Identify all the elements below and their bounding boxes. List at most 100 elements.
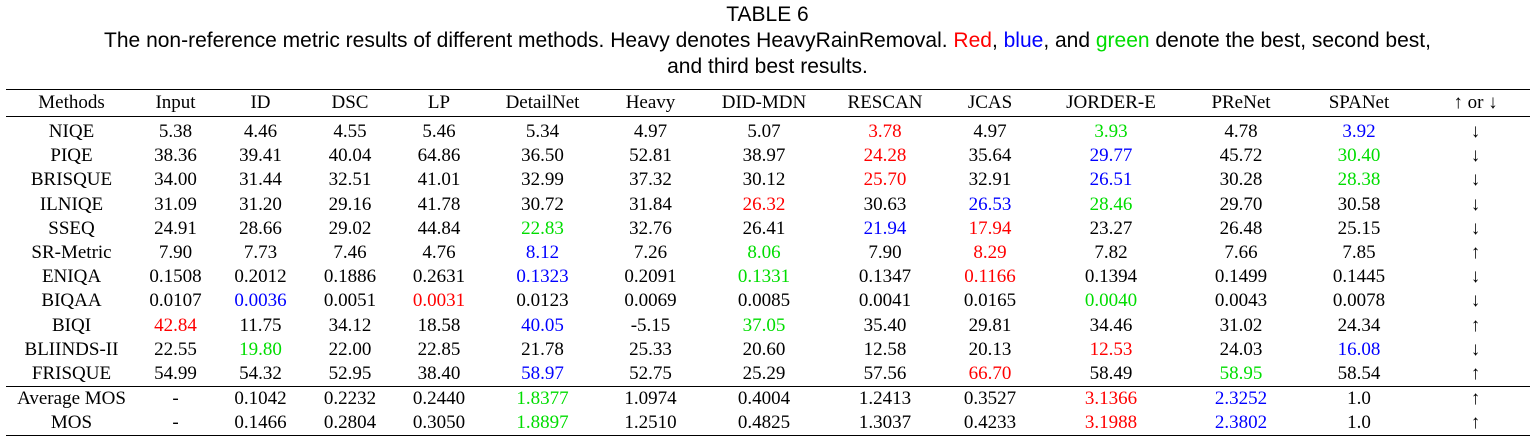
table-cell: 64.86 xyxy=(417,145,461,167)
table-cell: 21.94 xyxy=(863,217,907,239)
table-cell: 1.0974 xyxy=(600,386,701,412)
table-cell: 7.85 xyxy=(1342,242,1376,264)
table-cell: 16.08 xyxy=(1337,338,1381,360)
table-cell: 22.83 xyxy=(521,217,564,239)
table-cell: 52.81 xyxy=(629,145,672,167)
table-cell: 0.2440 xyxy=(393,386,485,412)
table-row: NIQE 5.38 4.46 4.55 5.46 5.34 4.97 5.07 3.78 4.97… xyxy=(6,116,1530,145)
table-cell: 0.4233 xyxy=(943,411,1037,437)
direction-arrow: ↓ xyxy=(1470,145,1481,167)
table-cell: 35.40 xyxy=(863,314,907,336)
table-cell: 3.1366 xyxy=(1037,386,1185,412)
table-cell: 26.48 xyxy=(1219,217,1263,239)
column-header-heavy: Heavy xyxy=(600,89,701,117)
table-cell: 1.8377 xyxy=(485,386,600,412)
table-row: FRISQUE 54.99 54.32 52.95 38.40 58.97 52.75 25.… xyxy=(6,362,1530,387)
table-cell: 3.78 xyxy=(827,116,943,145)
table-cell: 38.97 xyxy=(742,145,786,167)
table-cell: 0.1394 xyxy=(1084,266,1138,288)
table-cell: 0.0041 xyxy=(858,290,912,312)
direction-arrow: ↑ xyxy=(1470,362,1481,384)
table-cell: 1.2413 xyxy=(827,386,943,412)
table-cell: 1.2510 xyxy=(600,411,701,437)
caption-line-2: and third best results. xyxy=(667,55,868,78)
caption-text: The non-reference metric results of diff… xyxy=(104,29,954,52)
direction-arrow: ↓ xyxy=(1470,338,1481,360)
table-cell: 0.2804 xyxy=(307,411,393,437)
table-cell: 0.1347 xyxy=(858,266,912,288)
table-cell: 5.46 xyxy=(393,116,485,145)
metric-name: BIQI xyxy=(51,314,92,336)
metric-name: ILNIQE xyxy=(39,193,104,215)
table-header: Methods Input ID DSC LP DetailNet Heavy DID-MDN… xyxy=(6,89,1530,117)
metric-rows: NIQE 5.38 4.46 4.55 5.46 5.34 4.97 5.07 3.78 4.97… xyxy=(6,116,1530,387)
metric-name: BLIINDS-II xyxy=(24,338,119,360)
table-cell: 0.1331 xyxy=(737,266,791,288)
table-cell: 34.46 xyxy=(1089,314,1133,336)
table-cell: 45.72 xyxy=(1219,145,1263,167)
table-cell: 54.99 xyxy=(154,362,197,384)
table-cell: - xyxy=(137,411,214,437)
table-cell: 38.40 xyxy=(417,362,461,384)
table-cell: 18.58 xyxy=(417,314,461,336)
table-cell: 39.41 xyxy=(239,145,282,167)
table-cell: 34.00 xyxy=(154,169,197,191)
metric-name: PIQE xyxy=(50,145,93,167)
table-cell: 30.58 xyxy=(1337,193,1381,215)
table-cell: 7.90 xyxy=(868,242,902,264)
table-cell: 24.91 xyxy=(154,217,197,239)
table-cell: 36.50 xyxy=(521,145,564,167)
caption-red-word: Red xyxy=(953,29,992,52)
table-cell: 52.75 xyxy=(629,362,672,384)
caption-text: denote the best, second best, xyxy=(1149,29,1431,52)
table-cell: 29.02 xyxy=(328,217,372,239)
table-cell: 0.1042 xyxy=(214,386,307,412)
table-cell: 37.32 xyxy=(629,169,672,191)
table-cell: 11.75 xyxy=(239,314,282,336)
table-cell: 17.94 xyxy=(968,217,1012,239)
caption-sep: , xyxy=(991,29,1004,52)
table-cell: 0.0031 xyxy=(412,290,466,312)
table-cell: 7.66 xyxy=(1224,242,1258,264)
table-cell: 23.27 xyxy=(1089,217,1133,239)
table-cell: 25.29 xyxy=(742,362,786,384)
table-cell: 0.1323 xyxy=(516,266,569,288)
column-header-did-mdn: DID-MDN xyxy=(701,89,827,117)
results-table: Methods Input ID DSC LP DetailNet Heavy DID-MDN… xyxy=(6,89,1530,437)
table-cell: 4.97 xyxy=(600,116,701,145)
table-row: ENIQA 0.1508 0.2012 0.1886 0.2631 0.1323 0.209… xyxy=(6,265,1530,289)
table-cell: 26.32 xyxy=(742,193,786,215)
table-row: BIQI 42.84 11.75 34.12 18.58 40.05 -5.15 37.05 3… xyxy=(6,314,1530,338)
table-cell: 31.09 xyxy=(154,193,197,215)
table-cell: 32.99 xyxy=(521,169,564,191)
table-cell: 22.55 xyxy=(154,338,197,360)
table-cell: 7.90 xyxy=(158,242,193,264)
table-cell: 29.81 xyxy=(968,314,1012,336)
column-header-id: ID xyxy=(214,89,307,117)
table-row: SSEQ 24.91 28.66 29.02 44.84 22.83 32.76 26.41 2… xyxy=(6,217,1530,241)
table-cell: 30.63 xyxy=(863,193,907,215)
direction-arrow: ↓ xyxy=(1421,116,1530,145)
table-cell: 12.53 xyxy=(1089,338,1133,360)
table-cell: 52.95 xyxy=(328,362,372,384)
table-cell: 0.0123 xyxy=(516,290,569,312)
table-cell: 0.2091 xyxy=(624,266,677,288)
table-cell: 35.64 xyxy=(968,145,1012,167)
table-cell: 26.51 xyxy=(1089,169,1133,191)
table-cell: 0.4825 xyxy=(701,411,827,437)
table-cell: 0.1886 xyxy=(323,266,377,288)
table-cell: 20.13 xyxy=(968,338,1012,360)
table-cell: 22.00 xyxy=(328,338,372,360)
table-cell: 28.66 xyxy=(239,217,282,239)
table-caption: TABLE 6 The non-reference metric results… xyxy=(0,2,1535,80)
table-cell: 7.26 xyxy=(633,242,668,264)
metric-name: FRISQUE xyxy=(31,362,112,384)
table-cell: 5.07 xyxy=(701,116,827,145)
table-cell: 25.70 xyxy=(863,169,907,191)
table-cell: 44.84 xyxy=(417,217,461,239)
caption-blue-word: blue xyxy=(1003,29,1044,52)
table-cell: -5.15 xyxy=(630,314,671,336)
table-cell: 4.76 xyxy=(422,242,456,264)
table-cell: 4.55 xyxy=(307,116,393,145)
table-cell: 42.84 xyxy=(154,314,197,336)
